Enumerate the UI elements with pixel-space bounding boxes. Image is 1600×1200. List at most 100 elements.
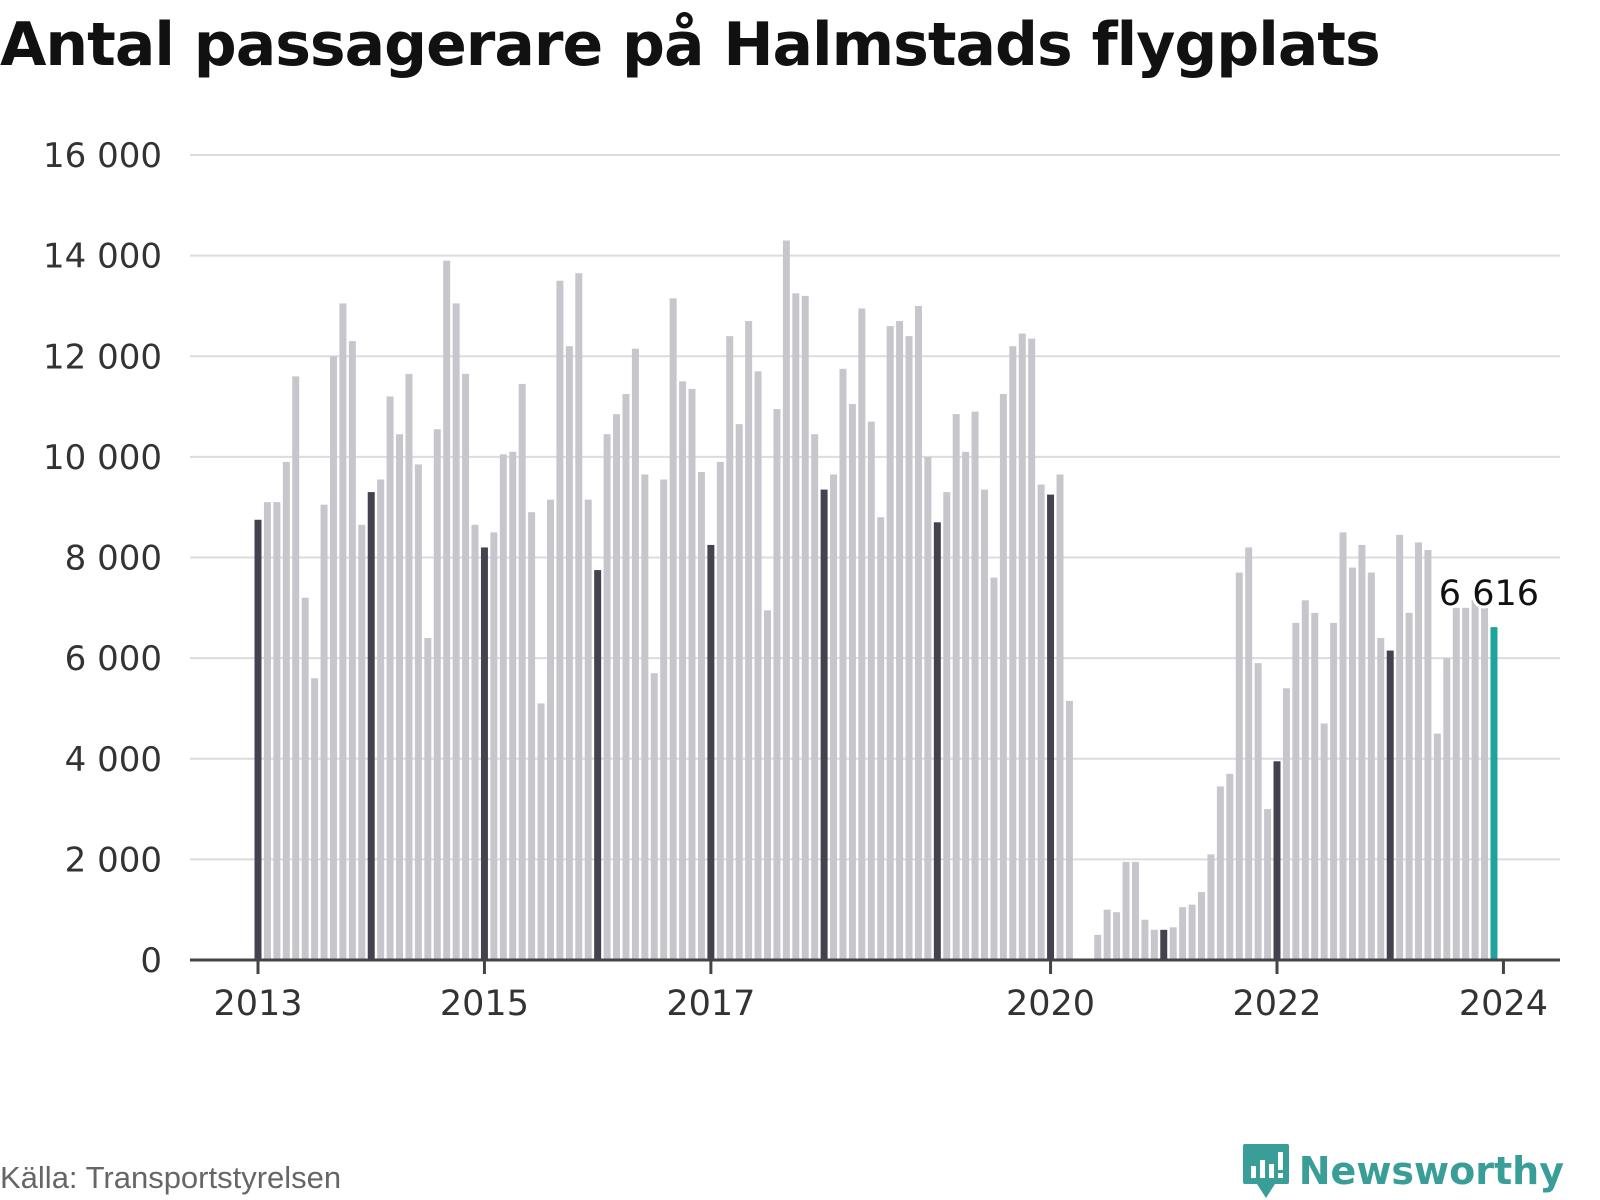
bar — [1490, 627, 1498, 960]
bar — [782, 240, 790, 960]
bar — [462, 373, 470, 960]
bar — [613, 414, 621, 960]
bar — [1198, 892, 1206, 960]
bar — [1405, 612, 1413, 960]
y-tick-label: 4 000 — [65, 740, 162, 780]
bar — [886, 326, 894, 960]
bar — [1367, 572, 1375, 960]
bar — [443, 260, 451, 960]
bar — [273, 502, 281, 960]
bar — [981, 489, 988, 960]
bar — [339, 303, 347, 960]
bar — [311, 678, 319, 960]
bar — [1415, 542, 1423, 960]
bar — [546, 499, 554, 960]
bar — [301, 597, 309, 960]
bar — [1028, 338, 1036, 960]
bar — [1169, 927, 1177, 960]
bar — [471, 524, 479, 960]
bar — [1339, 532, 1347, 960]
bar — [1358, 544, 1366, 960]
bar — [754, 371, 762, 960]
source-note: Källa: Transportstyrelsen — [0, 1160, 342, 1195]
y-tick-label: 10 000 — [43, 438, 162, 478]
bar — [386, 396, 394, 960]
bar — [594, 570, 602, 960]
bar — [556, 280, 564, 960]
x-tick-label: 2024 — [1459, 984, 1548, 1024]
bar — [367, 492, 375, 960]
brand-name: Newsworthy — [1298, 1149, 1564, 1193]
bar — [726, 336, 734, 960]
y-tick-label: 6 000 — [65, 639, 162, 679]
x-tick-label: 2020 — [1006, 984, 1095, 1024]
bar — [1047, 494, 1055, 960]
bar — [990, 577, 998, 960]
bar — [1018, 333, 1026, 960]
bar — [1103, 909, 1111, 960]
newsworthy-logo-icon — [1242, 1144, 1289, 1198]
bar — [1141, 919, 1149, 960]
bar — [1292, 622, 1300, 960]
y-tick-label: 12 000 — [43, 337, 162, 377]
x-tick-label: 2013 — [213, 984, 302, 1024]
bar — [1320, 723, 1328, 960]
bar — [1226, 773, 1234, 960]
bar — [603, 434, 611, 960]
bar — [707, 544, 715, 960]
bar — [716, 461, 724, 960]
bar — [377, 479, 385, 960]
bar — [1452, 607, 1460, 960]
bar — [839, 368, 847, 960]
bar — [1471, 600, 1479, 960]
y-tick-label: 16 000 — [43, 136, 162, 176]
bar — [801, 295, 809, 960]
bar — [509, 451, 517, 960]
bar — [528, 512, 536, 960]
bar — [1160, 929, 1168, 960]
bar — [433, 429, 441, 960]
bar — [1264, 809, 1272, 960]
bar — [1396, 534, 1404, 960]
bar — [565, 346, 573, 960]
bar — [1301, 600, 1309, 960]
bar — [679, 381, 687, 960]
bar — [490, 532, 498, 960]
bar — [905, 336, 913, 960]
y-tick-label: 8 000 — [65, 539, 162, 579]
bar — [1094, 934, 1102, 960]
bar — [263, 502, 271, 960]
bar — [943, 492, 951, 960]
bar — [537, 703, 545, 960]
bar — [669, 298, 677, 960]
bar — [480, 547, 488, 960]
bar — [358, 524, 366, 960]
bar — [1216, 786, 1224, 960]
bar — [1282, 688, 1290, 960]
bar — [830, 474, 838, 960]
bar — [1377, 638, 1385, 960]
y-tick-label: 0 — [140, 941, 162, 981]
bar — [452, 303, 460, 960]
bar — [914, 305, 922, 960]
bar — [735, 424, 743, 960]
bar — [1481, 607, 1489, 960]
bar — [650, 673, 658, 960]
bar — [1254, 663, 1262, 960]
bar — [933, 522, 941, 960]
bar — [641, 474, 649, 960]
bar — [1245, 547, 1253, 960]
bar — [622, 393, 630, 960]
y-tick-label: 14 000 — [43, 237, 162, 277]
bar — [1113, 912, 1121, 960]
bar — [1207, 854, 1215, 960]
bar — [773, 409, 781, 960]
bars — [254, 240, 1498, 960]
bar — [575, 273, 583, 960]
bar — [952, 414, 960, 960]
bar — [1188, 904, 1196, 960]
bar — [1273, 761, 1281, 960]
bar — [1056, 474, 1064, 960]
bar — [999, 393, 1007, 960]
bar — [1065, 700, 1073, 960]
